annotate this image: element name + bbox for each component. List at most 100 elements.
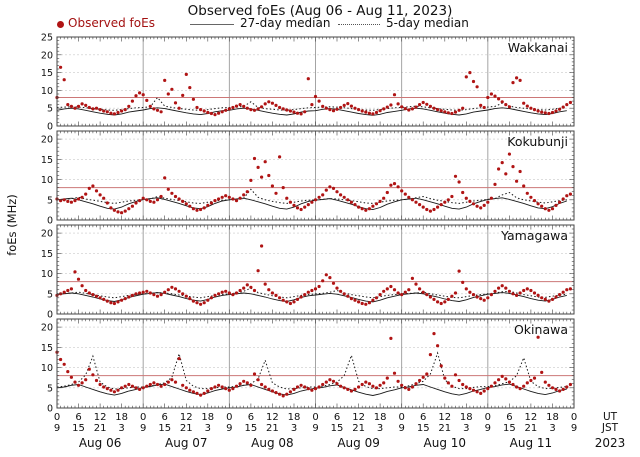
legend-median5-label: 5-day median <box>386 16 469 30</box>
x-tick-jst-label: 15 <box>158 423 171 434</box>
x-tick-ut-label: 12 <box>525 412 538 423</box>
median5-line <box>56 96 567 111</box>
x-tick-ut-label: 6 <box>75 412 81 423</box>
chart-title: Observed foEs (Aug 06 - Aug 11, 2023) <box>187 3 453 19</box>
panel-kokubunji: 0 5 10 15 20 Kokubunji <box>41 130 575 227</box>
y-tick-label: 15 <box>41 68 53 79</box>
x-tick-ut-label: 12 <box>94 412 107 423</box>
median5-line <box>56 188 567 204</box>
x-tick-jst-label: 9 <box>54 423 60 434</box>
y-tick-label: 5 <box>47 383 53 394</box>
x-tick-jst-label: 15 <box>503 423 516 434</box>
y-tick-label: 0 <box>47 404 53 415</box>
x-tick-ut-label: 12 <box>180 412 193 423</box>
x-tick-jst-label: 21 <box>266 423 279 434</box>
median5-line <box>56 287 567 299</box>
x-tick-ut-label: 18 <box>201 412 214 423</box>
observed-points <box>55 152 573 215</box>
legend-observed-label: Observed foEs <box>68 16 155 30</box>
x-tick-jst-label: 3 <box>118 423 124 434</box>
y-tick-label: 0 <box>47 216 53 227</box>
x-tick-jst-label: 9 <box>485 423 491 434</box>
panel-wakkanai: 0 5 10 15 20 25 Wakkanai <box>41 33 575 133</box>
y-tick-label: 5 <box>47 195 53 206</box>
x-tick-ut-label: 6 <box>420 412 426 423</box>
legend-median27-label: 27-day median <box>240 16 331 30</box>
x-tick-ut-label: 6 <box>506 412 512 423</box>
median27-line <box>56 292 567 303</box>
x-tick-jst-label: 3 <box>549 423 555 434</box>
x-tick-jst-label: 9 <box>571 423 577 434</box>
x-tick-jst-label: 9 <box>312 423 318 434</box>
panel-okinawa: 0 5 10 15 20 Okinawa <box>41 318 575 415</box>
x-tick-ut-label: 12 <box>352 412 365 423</box>
y-tick-label: 10 <box>41 86 53 97</box>
x-tick-ut-label: 6 <box>162 412 168 423</box>
x-tick-jst-label: 15 <box>72 423 85 434</box>
x-tick-ut-label: 0 <box>571 412 577 423</box>
y-tick-label: 10 <box>41 175 53 186</box>
ut-axis-label: UT <box>602 411 618 423</box>
observed-points <box>55 244 573 306</box>
x-tick-jst-label: 15 <box>331 423 344 434</box>
x-tick-ut-label: 18 <box>115 412 128 423</box>
x-tick-ut-label: 0 <box>399 412 405 423</box>
station-label: Wakkanai <box>508 40 568 55</box>
station-label: Kokubunji <box>507 134 568 149</box>
median5-line <box>56 351 567 390</box>
x-tick-jst-label: 3 <box>291 423 297 434</box>
y-tick-label: 0 <box>47 122 53 133</box>
x-tick-jst-label: 9 <box>140 423 146 434</box>
x-tick-jst-label: 15 <box>245 423 258 434</box>
x-tick-jst-label: 21 <box>438 423 451 434</box>
y-tick-label: 5 <box>47 289 53 300</box>
y-tick-label: 20 <box>41 50 53 61</box>
x-tick-ut-label: 0 <box>485 412 491 423</box>
x-tick-jst-label: 3 <box>463 423 469 434</box>
x-tick-ut-label: 0 <box>140 412 146 423</box>
x-tick-jst-label: 3 <box>377 423 383 434</box>
x-tick-ut-label: 12 <box>266 412 279 423</box>
x-tick-ut-label: 18 <box>374 412 387 423</box>
x-tick-jst-label: 3 <box>205 423 211 434</box>
legend-median27-line-icon <box>190 24 234 25</box>
date-label: Aug 06 <box>79 436 122 450</box>
y-tick-label: 15 <box>41 155 53 166</box>
x-tick-jst-label: 21 <box>180 423 193 434</box>
y-tick-label: 5 <box>47 104 53 115</box>
legend-median5-line-icon <box>338 24 380 25</box>
y-tick-label: 15 <box>41 249 53 260</box>
x-tick-jst-label: 21 <box>525 423 538 434</box>
x-tick-ut-label: 18 <box>288 412 301 423</box>
date-label: Aug 08 <box>251 436 294 450</box>
x-tick-jst-label: 9 <box>226 423 232 434</box>
x-tick-ut-label: 6 <box>248 412 254 423</box>
observed-points <box>55 332 573 398</box>
median27-line <box>56 107 567 116</box>
station-label: Yamagawa <box>500 228 568 243</box>
x-tick-jst-label: 21 <box>94 423 107 434</box>
y-tick-label: 0 <box>47 310 53 321</box>
panel-yamagawa: 0 5 10 15 20 Yamagawa <box>41 224 575 321</box>
date-label: Aug 11 <box>510 436 553 450</box>
x-tick-jst-label: 21 <box>352 423 365 434</box>
y-tick-label: 15 <box>41 343 53 354</box>
station-label: Okinawa <box>514 322 568 337</box>
x-tick-ut-label: 0 <box>312 412 318 423</box>
x-tick-ut-label: 18 <box>460 412 473 423</box>
y-tick-label: 20 <box>41 135 53 146</box>
y-tick-label: 10 <box>41 363 53 374</box>
y-tick-label: 25 <box>41 33 53 44</box>
y-tick-label: 20 <box>41 229 53 240</box>
date-label: Aug 09 <box>337 436 380 450</box>
legend-observed-dot-icon <box>57 21 64 28</box>
x-tick-ut-label: 12 <box>438 412 451 423</box>
date-label: Aug 07 <box>165 436 208 450</box>
jst-axis-label: JST <box>601 422 619 434</box>
x-tick-jst-label: 15 <box>417 423 430 434</box>
x-tick-ut-label: 0 <box>226 412 232 423</box>
x-tick-ut-label: 0 <box>54 412 60 423</box>
y-tick-label: 10 <box>41 269 53 280</box>
